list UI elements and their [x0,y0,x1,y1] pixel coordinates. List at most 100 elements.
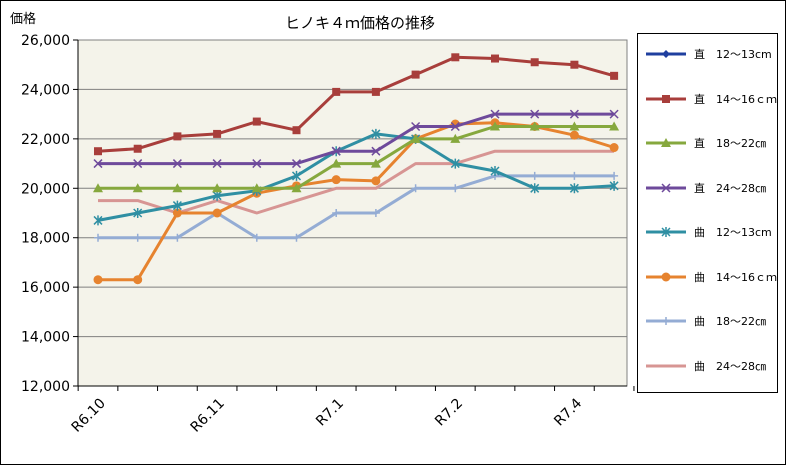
y-tick-label: 14,000 [21,330,70,346]
data-point [213,129,222,138]
data-point [331,175,341,185]
y-tick-label: 16,000 [21,280,70,296]
legend-marker [661,227,671,237]
legend-marker [662,317,670,325]
data-point [291,183,302,193]
data-point [291,170,302,181]
data-point [212,183,223,193]
legend-marker [661,272,671,281]
data-point [570,60,579,69]
data-point [371,209,380,217]
data-point [609,180,619,191]
chart-title: ヒノキ４ｍ価格の推移 [284,14,435,32]
data-point [450,158,460,169]
series-line [98,174,615,240]
data-point [569,183,579,194]
data-point [491,54,499,63]
data-point [370,158,381,168]
x-tick-label: R7.4 [551,395,585,429]
series-8 [98,149,615,215]
data-point [133,208,143,218]
legend-swatch [646,50,686,58]
data-point [172,183,183,193]
y-tick-label: 12,000 [21,379,70,395]
x-tick-label: R7.2 [432,396,466,430]
legend-label: 曲 12～13cm [694,226,772,239]
legend-item: 直 14～16ｃｍ [644,89,777,109]
data-point [291,159,302,169]
legend-item: 曲 14～16ｃｍ [644,267,777,287]
series-3 [93,121,620,193]
x-tick-label: R6.11 [188,396,228,436]
data-point [292,233,301,242]
data-point [252,233,261,242]
data-point [133,275,143,285]
y-tick-label: 20,000 [21,181,70,197]
legend-marker [662,50,670,58]
legend-marker [662,94,670,103]
y-tick-label: 22,000 [21,132,70,148]
legend-swatch [646,94,686,103]
y-tick-label: 24,000 [21,82,70,98]
legend-item: 直 18～22㎝ [644,133,774,153]
legend-label: 直 14～16ｃｍ [694,92,777,106]
data-point [609,109,619,119]
data-point [93,275,103,285]
legend-marker [661,138,671,147]
y-tick-label: 18,000 [21,231,70,247]
legend-swatch [646,227,686,237]
data-point [212,159,222,169]
legend-label: 曲 14～16ｃｍ [694,270,777,284]
data-point [610,171,619,180]
data-point [173,132,182,141]
data-point [410,133,421,143]
data-point [93,183,103,193]
data-point [530,183,540,194]
legend-label: 直 18～22㎝ [694,137,766,150]
data-point [411,184,420,193]
data-point [252,117,261,126]
legend-label: 曲 24～28㎝ [694,359,766,373]
data-point [451,184,460,193]
legend-swatch [646,364,686,367]
legend-item: 曲 24～28㎝ [644,356,774,376]
legend-item: 直 12～13cm [644,44,774,64]
data-point [212,190,222,201]
data-point [332,87,341,96]
legend-swatch [646,317,686,325]
data-point [609,121,620,131]
series-4 [93,109,619,169]
data-point [530,171,539,180]
legend-label: 直 24～28㎝ [694,181,766,195]
series-2 [94,53,619,156]
legend-label: 直 12～13cm [694,48,772,61]
data-point [371,87,380,96]
data-point [251,183,262,193]
legend-label: 曲 18～22㎝ [694,315,766,328]
data-point [172,200,182,211]
y-tick-label: 26,000 [21,33,70,49]
data-point [331,146,341,156]
series-line [97,55,615,153]
legend-item: 曲 12～13cm [644,222,774,242]
data-point [332,209,341,217]
series-line [98,125,615,190]
data-point [94,147,102,156]
data-point [133,233,142,242]
legend-item: 曲 18～22㎝ [644,311,774,331]
data-point [569,121,580,131]
data-point [569,109,579,119]
data-point [490,109,500,119]
data-point [490,165,500,176]
data-point [371,146,381,156]
series-line [97,132,615,222]
data-point [212,208,222,218]
data-point [292,126,301,135]
data-point [569,130,579,140]
legend-swatch [646,272,686,281]
data-point [252,159,262,169]
x-tick-label: R6.10 [69,396,109,436]
